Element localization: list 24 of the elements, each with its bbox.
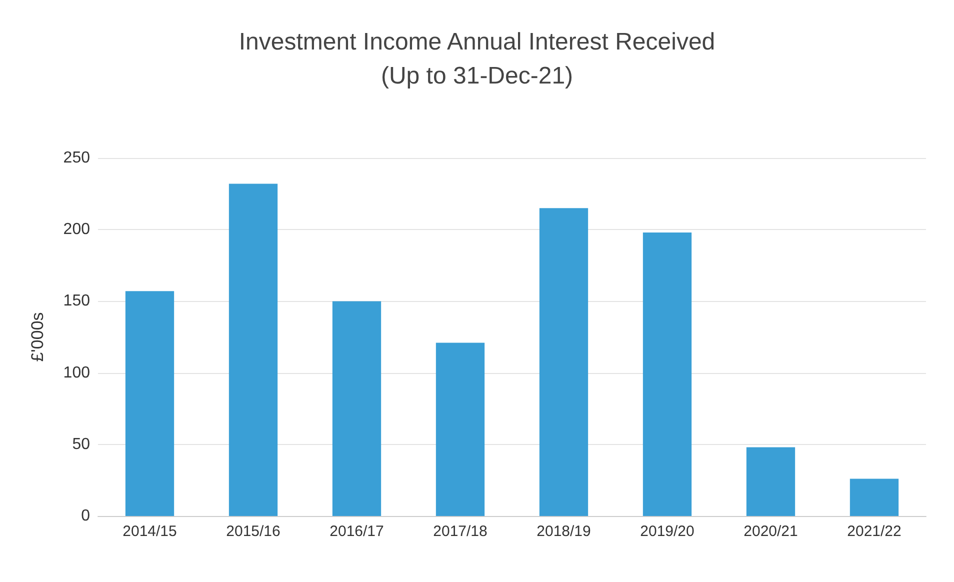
y-tick-label: 50 (72, 436, 90, 453)
bar (850, 478, 899, 516)
x-tick-label: 2021/22 (847, 523, 902, 540)
x-tick-label: 2018/19 (536, 523, 591, 540)
x-tick-label: 2017/18 (433, 523, 488, 540)
x-tick-label: 2020/21 (744, 523, 798, 540)
x-tick-label: 2016/17 (330, 523, 384, 540)
y-tick-label: 0 (81, 508, 90, 524)
x-tick-label: 2019/20 (640, 523, 694, 540)
chart-title: Investment Income Annual Interest Received (Up to 31-Dec-21) (238, 28, 716, 90)
y-axis-title: £'000s (28, 312, 47, 362)
x-tick-label: 2014/15 (122, 523, 177, 540)
bar (642, 232, 692, 516)
x-tick-label: 2015/16 (226, 523, 280, 540)
y-tick-label: 200 (63, 221, 90, 238)
bar (436, 342, 485, 516)
bar (539, 208, 588, 516)
y-tick-label: 250 (63, 150, 90, 166)
bar (746, 447, 796, 516)
bar (228, 184, 278, 516)
y-tick-label: 150 (63, 292, 90, 310)
bar (332, 301, 382, 516)
y-tick-label: 100 (63, 364, 90, 382)
bar (125, 291, 174, 516)
